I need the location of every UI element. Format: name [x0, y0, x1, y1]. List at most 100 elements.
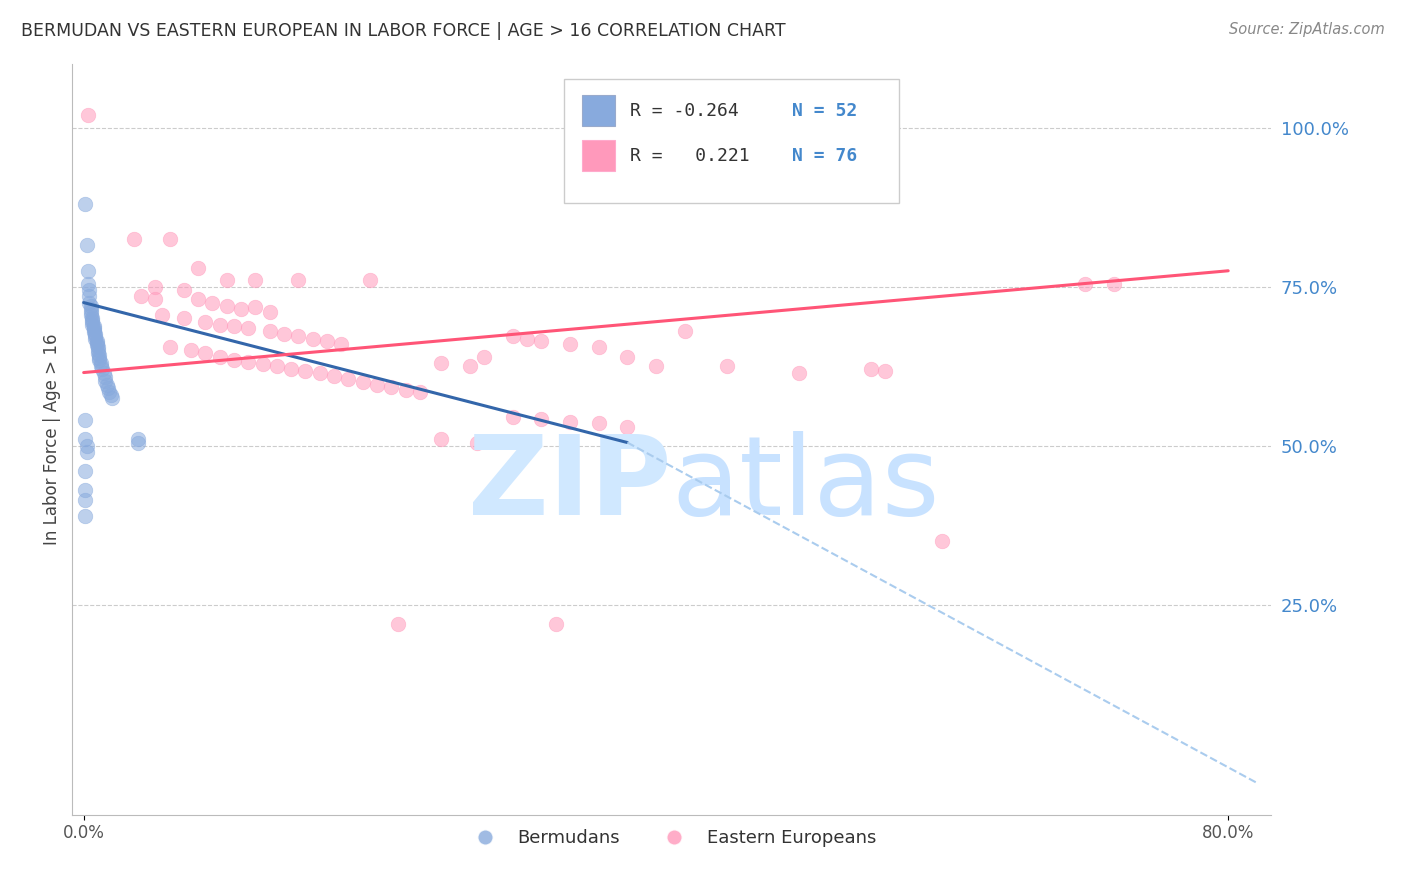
Point: [129, 289, 152, 303]
Point: [558, 415, 581, 429]
Point: [645, 359, 668, 374]
Point: [208, 318, 231, 332]
Point: [79, 283, 101, 297]
Point: [616, 350, 638, 364]
Point: [122, 232, 145, 246]
Point: [75, 413, 97, 427]
Point: [76, 445, 98, 459]
Point: [558, 337, 581, 351]
Point: [94, 370, 117, 384]
Point: [280, 362, 302, 376]
Legend: Bermudans, Eastern Europeans: Bermudans, Eastern Europeans: [460, 822, 883, 855]
Point: [259, 324, 281, 338]
Point: [94, 374, 117, 388]
Point: [127, 433, 149, 447]
Point: [294, 364, 316, 378]
Point: [187, 260, 209, 275]
Text: R =   0.221: R = 0.221: [630, 146, 749, 165]
Point: [180, 343, 202, 358]
Point: [273, 327, 295, 342]
Point: [215, 299, 238, 313]
Point: [91, 362, 114, 376]
Point: [93, 366, 115, 380]
Text: N = 52: N = 52: [792, 102, 856, 120]
Point: [502, 410, 524, 425]
Point: [89, 352, 111, 367]
Point: [259, 305, 281, 319]
Point: [465, 435, 488, 450]
Point: [502, 329, 524, 343]
Point: [544, 616, 567, 631]
Point: [301, 332, 323, 346]
Point: [96, 378, 118, 392]
Text: BERMUDAN VS EASTERN EUROPEAN IN LABOR FORCE | AGE > 16 CORRELATION CHART: BERMUDAN VS EASTERN EUROPEAN IN LABOR FO…: [21, 22, 786, 40]
Point: [787, 366, 810, 380]
Point: [366, 378, 388, 392]
Point: [82, 315, 104, 329]
Point: [86, 338, 108, 352]
Point: [266, 359, 288, 374]
Point: [330, 337, 353, 351]
Point: [75, 464, 97, 478]
Point: [229, 301, 252, 316]
Point: [80, 308, 103, 322]
Point: [315, 334, 337, 348]
Point: [87, 346, 110, 360]
Point: [77, 108, 100, 122]
Point: [159, 232, 181, 246]
Point: [352, 375, 374, 389]
Point: [86, 335, 108, 350]
Point: [76, 238, 98, 252]
Point: [75, 483, 97, 498]
Text: N = 76: N = 76: [792, 146, 856, 165]
Point: [77, 277, 100, 291]
Point: [84, 327, 107, 342]
Point: [516, 332, 538, 346]
Point: [673, 324, 696, 338]
Text: R = -0.264: R = -0.264: [630, 102, 738, 120]
Point: [1102, 277, 1125, 291]
Point: [394, 383, 416, 397]
Point: [238, 355, 260, 369]
Point: [430, 433, 453, 447]
Point: [82, 311, 104, 326]
Point: [80, 299, 103, 313]
Point: [75, 508, 97, 523]
Point: [616, 419, 638, 434]
Point: [87, 343, 110, 358]
Point: [387, 616, 409, 631]
Point: [215, 273, 238, 287]
Point: [245, 300, 267, 314]
Point: [97, 381, 120, 395]
Point: [716, 359, 738, 374]
Point: [931, 534, 953, 549]
Point: [98, 384, 121, 399]
Point: [75, 197, 97, 211]
Point: [75, 492, 97, 507]
Point: [287, 329, 309, 343]
Point: [80, 305, 103, 319]
Text: ZIP: ZIP: [468, 431, 672, 538]
Point: [323, 368, 346, 383]
Point: [84, 332, 107, 346]
Point: [143, 293, 166, 307]
Point: [194, 346, 217, 360]
Point: [80, 301, 103, 316]
Point: [337, 372, 360, 386]
Point: [409, 384, 432, 399]
Point: [194, 315, 217, 329]
Point: [100, 388, 122, 402]
Point: [86, 334, 108, 348]
FancyBboxPatch shape: [564, 79, 900, 202]
Point: [530, 412, 553, 426]
Point: [222, 319, 245, 334]
Point: [77, 264, 100, 278]
Point: [208, 350, 231, 364]
Point: [89, 351, 111, 365]
Point: [859, 362, 882, 376]
Point: [458, 359, 481, 374]
Point: [83, 326, 105, 340]
Point: [530, 334, 553, 348]
FancyBboxPatch shape: [582, 140, 616, 171]
Point: [75, 433, 97, 447]
